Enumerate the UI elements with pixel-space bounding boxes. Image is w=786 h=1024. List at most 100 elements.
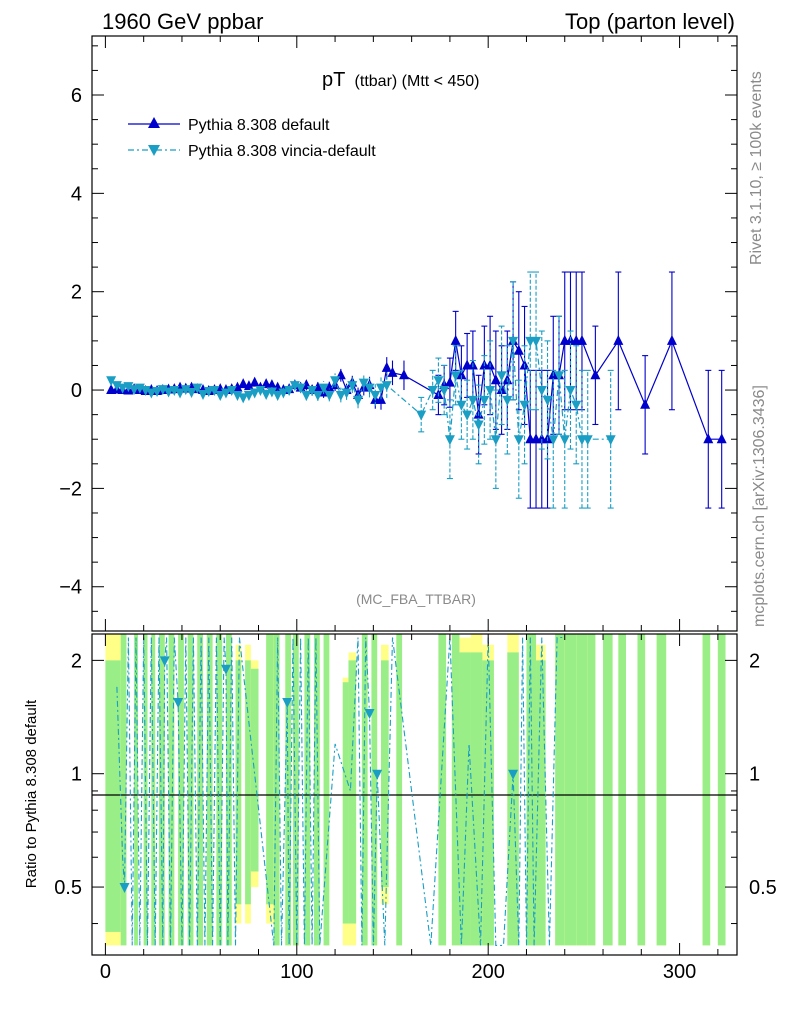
- plot-title-sub: (ttbar) (Mtt < 450): [355, 73, 480, 90]
- data-point-vincia: [129, 385, 140, 396]
- ratio-band-inner: [555, 634, 565, 946]
- data-point-default: [590, 369, 601, 380]
- data-point-vincia: [433, 376, 444, 387]
- y-tick-label: 2: [71, 282, 82, 304]
- data-point-default: [496, 384, 507, 395]
- data-point-vincia: [266, 387, 277, 398]
- data-point-vincia: [123, 382, 134, 393]
- data-point-default: [613, 334, 624, 345]
- ratio-point-vincia: [282, 698, 293, 709]
- data-point-vincia: [496, 371, 507, 382]
- data-point-vincia: [508, 336, 519, 347]
- ratio-band-inner: [292, 634, 299, 946]
- x-tick-label: 0: [100, 961, 111, 983]
- data-point-default: [576, 334, 587, 345]
- data-point-vincia: [341, 388, 352, 399]
- ratio-point-vincia: [173, 698, 184, 709]
- header-right: Top (parton level): [565, 9, 735, 34]
- data-point-default: [387, 366, 398, 377]
- ratio-band-inner: [381, 660, 389, 888]
- header-left: 1960 GeV ppbar: [102, 9, 263, 34]
- ratio-band-inner: [438, 634, 447, 946]
- data-point-vincia: [370, 390, 381, 401]
- ratio-band-inner: [314, 634, 320, 946]
- data-point-default: [243, 380, 254, 391]
- data-point-vincia: [502, 395, 513, 406]
- data-point-vincia: [330, 376, 341, 387]
- data-point-vincia: [456, 400, 467, 411]
- legend-entry-vincia: Pythia 8.308 vincia-default: [128, 143, 376, 160]
- ratio-band-inner: [304, 634, 311, 946]
- data-point-vincia: [284, 386, 295, 397]
- data-point-vincia: [479, 395, 490, 406]
- data-point-default: [513, 344, 524, 355]
- legend-label-default: Pythia 8.308 default: [188, 117, 330, 134]
- ratio-band-inner: [459, 652, 471, 946]
- ratio-band-inner: [143, 634, 148, 946]
- data-point-vincia: [554, 371, 565, 382]
- ratio-y-tick-label-right: 2: [749, 650, 760, 672]
- data-point-default: [640, 398, 651, 409]
- data-point-default: [398, 369, 409, 380]
- data-point-vincia: [571, 400, 582, 411]
- data-point-default: [666, 334, 677, 345]
- data-point-vincia: [255, 386, 266, 397]
- x-tick-label: 200: [471, 961, 504, 983]
- data-point-default: [703, 433, 714, 444]
- data-point-default: [381, 361, 392, 372]
- ratio-ylabel: Ratio to Pythia 8.308 default: [23, 699, 40, 888]
- data-point-vincia: [353, 395, 364, 406]
- data-point-vincia: [485, 386, 496, 397]
- ratio-y-tick-label-right: 0.5: [749, 877, 777, 899]
- y-tick-label: −2: [59, 478, 82, 500]
- ratio-y-tick-label-right: 1: [749, 764, 760, 786]
- ratio-band-inner: [273, 634, 280, 946]
- data-point-vincia: [272, 390, 283, 401]
- ratio-band-inner: [342, 682, 349, 924]
- legend-marker-default: [148, 117, 160, 128]
- data-point-vincia: [565, 386, 576, 397]
- ratio-band-inner: [536, 660, 546, 946]
- y-tick-label: 0: [71, 380, 82, 402]
- data-point-default: [266, 379, 277, 390]
- data-point-default: [238, 378, 249, 389]
- ratio-band-inner: [250, 668, 259, 872]
- ratio-band-inner: [178, 634, 184, 946]
- data-point-vincia: [605, 435, 616, 446]
- ratio-plot-frame: [91, 633, 738, 956]
- data-point-vincia: [542, 395, 553, 406]
- data-point-vincia: [536, 386, 547, 397]
- ratio-band-inner: [587, 634, 596, 946]
- x-tick-label: 300: [663, 961, 696, 983]
- ratio-band-inner: [187, 634, 194, 946]
- data-point-vincia: [381, 381, 392, 392]
- ratio-y-tick-label: 2: [71, 650, 82, 672]
- ratio-band-inner: [396, 634, 403, 946]
- ratio-y-tick-label: 1: [71, 764, 82, 786]
- data-point-vincia: [295, 383, 306, 394]
- data-point-vincia: [301, 390, 312, 401]
- data-point-vincia: [106, 376, 117, 387]
- ratio-band-inner: [603, 634, 613, 946]
- plot-title: pT (ttbar) (Mtt < 450): [322, 69, 479, 91]
- ratio-band-inner: [120, 634, 127, 946]
- ratio-band-inner: [717, 634, 726, 946]
- data-point-default: [456, 369, 467, 380]
- data-point-vincia: [192, 383, 203, 394]
- data-point-default: [249, 376, 260, 387]
- ratio-band-inner: [348, 660, 357, 924]
- ratio-band-inner: [266, 634, 274, 905]
- ratio-axis-ticks: 0.5 0.5 1 1 2 2 0 100 200 300: [54, 634, 777, 983]
- ratio-y-tick-label: 0.5: [54, 877, 82, 899]
- ratio-point-vincia: [508, 769, 519, 780]
- ratio-band-inner: [151, 634, 156, 946]
- data-point-default: [444, 376, 455, 387]
- ratio-band-inner: [245, 660, 251, 905]
- data-point-vincia: [198, 389, 209, 400]
- ratio-panel: 0.5 0.5 1 1 2 2 0 100 200 300 Ratio to Pythia 8.3…: [23, 633, 777, 983]
- x-tick-label: 100: [280, 961, 313, 983]
- data-point-vincia: [416, 410, 427, 421]
- data-point-vincia: [152, 387, 163, 398]
- ratio-band-inner: [361, 634, 368, 946]
- ratio-band-inner: [134, 634, 138, 946]
